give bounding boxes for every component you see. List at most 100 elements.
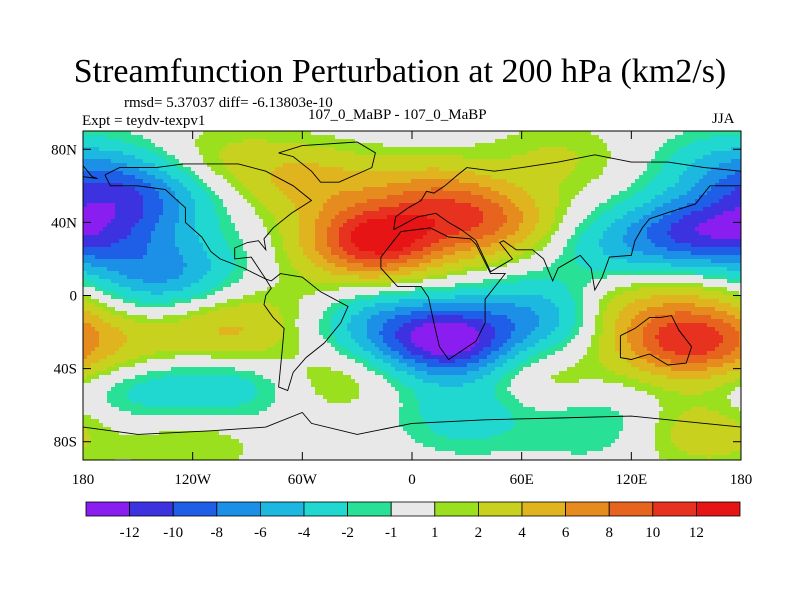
field-cell bbox=[319, 143, 324, 148]
field-cell bbox=[483, 227, 488, 232]
field-cell bbox=[271, 223, 276, 228]
field-cell bbox=[331, 159, 336, 164]
field-cell bbox=[655, 163, 660, 168]
field-cell bbox=[643, 211, 648, 216]
field-cell bbox=[511, 135, 516, 140]
field-cell bbox=[455, 227, 460, 232]
field-cell bbox=[339, 223, 344, 228]
field-cell bbox=[531, 207, 536, 212]
field-cell bbox=[195, 179, 200, 184]
field-cell bbox=[623, 155, 628, 160]
field-cell bbox=[555, 231, 560, 236]
field-cell bbox=[287, 187, 292, 192]
field-cell bbox=[471, 211, 476, 216]
field-cell bbox=[479, 131, 484, 136]
field-cell bbox=[459, 243, 464, 248]
field-cell bbox=[547, 207, 552, 212]
field-cell bbox=[191, 179, 196, 184]
field-cell bbox=[519, 167, 524, 172]
field-cell bbox=[375, 159, 380, 164]
field-cell bbox=[271, 179, 276, 184]
field-cell bbox=[87, 235, 92, 240]
field-cell bbox=[667, 211, 672, 216]
field-cell bbox=[227, 219, 232, 224]
field-cell bbox=[91, 227, 96, 232]
field-cell bbox=[235, 251, 240, 256]
field-cell bbox=[159, 203, 164, 208]
field-cell bbox=[543, 159, 548, 164]
field-cell bbox=[543, 223, 548, 228]
field-cell bbox=[551, 203, 556, 208]
field-cell bbox=[411, 195, 416, 200]
field-cell bbox=[695, 175, 700, 180]
field-cell bbox=[95, 187, 100, 192]
field-cell bbox=[419, 143, 424, 148]
field-cell bbox=[319, 183, 324, 188]
field-cell bbox=[475, 183, 480, 188]
field-cell bbox=[707, 223, 712, 228]
field-cell bbox=[323, 231, 328, 236]
field-cell bbox=[111, 151, 116, 156]
field-cell bbox=[659, 135, 664, 140]
field-cell bbox=[583, 191, 588, 196]
field-cell bbox=[255, 147, 260, 152]
field-cell bbox=[167, 199, 172, 204]
field-cell bbox=[255, 135, 260, 140]
field-cell bbox=[467, 203, 472, 208]
field-cell bbox=[455, 155, 460, 160]
field-cell bbox=[683, 163, 688, 168]
field-cell bbox=[387, 195, 392, 200]
field-cell bbox=[347, 203, 352, 208]
field-cell bbox=[555, 167, 560, 172]
field-cell bbox=[543, 191, 548, 196]
field-cell bbox=[487, 167, 492, 172]
field-cell bbox=[227, 163, 232, 168]
field-cell bbox=[575, 187, 580, 192]
field-cell bbox=[727, 171, 732, 176]
field-cell bbox=[607, 187, 612, 192]
field-cell bbox=[263, 219, 268, 224]
field-cell bbox=[355, 163, 360, 168]
field-cell bbox=[315, 211, 320, 216]
field-cell bbox=[631, 215, 636, 220]
field-cell bbox=[195, 219, 200, 224]
field-cell bbox=[291, 215, 296, 220]
field-cell bbox=[571, 231, 576, 236]
field-cell bbox=[471, 235, 476, 240]
field-cell bbox=[511, 155, 516, 160]
field-cell bbox=[311, 235, 316, 240]
field-cell bbox=[307, 179, 312, 184]
field-cell bbox=[455, 135, 460, 140]
field-cell bbox=[315, 203, 320, 208]
field-cell bbox=[483, 235, 488, 240]
field-cell bbox=[355, 131, 360, 136]
field-cell bbox=[87, 227, 92, 232]
field-cell bbox=[403, 167, 408, 172]
field-cell bbox=[103, 227, 108, 232]
field-cell bbox=[603, 223, 608, 228]
field-cell bbox=[327, 223, 332, 228]
field-cell bbox=[587, 167, 592, 172]
field-cell bbox=[499, 235, 504, 240]
field-cell bbox=[447, 239, 452, 244]
field-cell bbox=[623, 183, 628, 188]
field-cell bbox=[383, 175, 388, 180]
field-cell bbox=[199, 251, 204, 256]
field-cell bbox=[251, 251, 256, 256]
field-cell bbox=[151, 199, 156, 204]
field-cell bbox=[603, 171, 608, 176]
field-cell bbox=[219, 175, 224, 180]
field-cell bbox=[235, 131, 240, 136]
field-cell bbox=[415, 191, 420, 196]
field-cell bbox=[527, 207, 532, 212]
field-cell bbox=[103, 135, 108, 140]
field-cell bbox=[315, 219, 320, 224]
field-cell bbox=[475, 199, 480, 204]
field-cell bbox=[411, 207, 416, 212]
field-cell bbox=[567, 203, 572, 208]
field-cell bbox=[407, 215, 412, 220]
field-cell bbox=[451, 187, 456, 192]
field-cell bbox=[487, 135, 492, 140]
field-cell bbox=[295, 215, 300, 220]
field-cell bbox=[575, 239, 580, 244]
